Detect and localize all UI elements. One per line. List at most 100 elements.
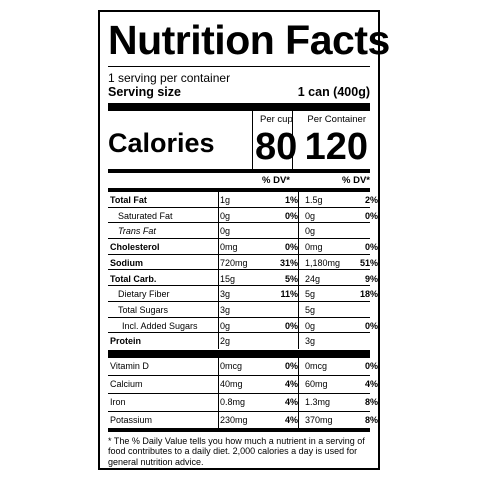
amount-per-cup: 0.8mg [220,397,246,407]
dv-header-col2: % DV* [342,175,370,186]
amount-per-container: 5g [305,289,316,300]
row-divider [108,411,370,412]
nutrient-name: Dietary Fiber [118,289,170,300]
amount-per-cup: 3g [220,289,231,300]
calories-col2: 120 [304,126,368,168]
nutrient-row: Total Sugars 3g 5g [108,302,370,318]
nutrient-row: Vitamin D 0mcg 0% 0mcg 0% [108,358,378,376]
amount-per-container: 60mg [305,379,328,389]
nutrient-row: Trans Fat 0g 0g [108,223,370,240]
nutrient-name: Total Fat [110,195,147,205]
dv-per-container: 4% [364,379,378,389]
dv-per-cup: 5% [284,273,298,284]
amount-per-cup: 0g [220,320,231,331]
row-divider [108,206,370,208]
servings-per-container: 1 serving per container [108,71,231,85]
amount-per-cup: 0g [220,210,231,221]
row-divider [108,393,370,394]
amount-per-container: 5g [305,304,316,315]
calories-col1: 80 [255,126,298,168]
nutrient-row: Potassium 230mg 4% 370mg 8% [108,412,378,430]
nutrient-name: Total Sugars [118,304,169,315]
calories-label: Calories [108,128,215,158]
dv-per-cup: 0% [284,361,298,371]
nutrient-name: Total Carb. [110,273,157,284]
dv-per-container: 2% [364,195,378,205]
grid-line [298,192,299,349]
column-divider [252,111,253,173]
dv-per-container: 0% [364,242,378,253]
nutrient-name: Calcium [110,379,143,389]
amount-per-container: 0g [305,210,316,221]
serving-size-value: 1 can (400g) [297,85,370,99]
dv-per-container: 8% [364,397,378,407]
divider-thick [108,350,370,358]
dv-per-cup: 4% [284,415,298,425]
footnote: * The % Daily Value tells you how much a… [108,436,365,467]
divider-medium [108,169,370,173]
nutrient-name: Potassium [110,415,153,425]
row-divider [108,238,370,240]
amount-per-container: 1,180mg [305,257,341,268]
dv-per-cup: 4% [284,379,298,389]
dv-per-container: 18% [359,289,378,300]
amount-per-container: 0g [305,320,316,331]
divider-thick [108,103,370,111]
amount-per-container: 370mg [305,415,333,425]
nutrient-name: Iron [110,397,126,407]
amount-per-container: 24g [305,273,321,284]
nutrient-name: Protein [110,336,142,347]
row-divider [108,269,370,271]
nutrient-row: Incl. Added Sugars 0g 0% 0g 0% [108,318,378,334]
nutrient-row: Saturated Fat 0g 0% 0g 0% [108,208,378,224]
dv-per-cup: 0% [284,242,298,253]
col2-header: Per Container [307,114,366,125]
amount-per-cup: 1g [220,195,231,205]
amount-per-cup: 0g [220,226,231,237]
nutrient-row: Total Carb. 15g 5% 24g 9% [108,271,378,287]
dv-per-container: 0% [364,320,378,331]
amount-per-cup: 40mg [220,379,243,389]
amount-per-container: 1.3mg [305,397,331,407]
nutrient-row: Iron 0.8mg 4% 1.3mg 8% [108,394,378,412]
column-divider [292,111,293,173]
grid-line [298,358,299,430]
nutrient-row: Sodium 720mg 31% 1,180mg 51% [108,255,378,271]
row-divider [108,332,370,334]
nutrient-row: Protein 2g 3g [108,333,370,349]
col1-header: Per cup [260,114,293,125]
row-divider [108,222,370,224]
dv-per-cup: 0% [284,210,298,221]
amount-per-container: 0mcg [305,361,328,371]
row-divider [108,375,370,376]
row-divider [108,300,370,302]
nutrition-facts-label: Nutrition Facts 1 serving per container … [98,10,390,470]
dv-per-cup: 0% [284,320,298,331]
serving-size-label: Serving size [108,85,181,99]
dv-per-container: 0% [364,361,378,371]
nutrient-row: Dietary Fiber 3g 11% 5g 18% [108,286,378,302]
dv-per-container: 9% [364,273,378,284]
dv-per-container: 0% [364,210,378,221]
nutrient-row: Calcium 40mg 4% 60mg 4% [108,376,378,394]
divider [108,66,370,67]
amount-per-container: 3g [305,336,316,347]
nutrient-name: Trans Fat [118,226,156,237]
row-divider [108,316,370,318]
nutrient-name: Sodium [110,257,143,268]
dv-per-cup: 31% [279,257,298,268]
dv-per-cup: 1% [284,195,298,205]
divider-medium [108,428,370,432]
amount-per-cup: 0mg [220,242,238,253]
row-divider [108,285,370,287]
dv-header-col1: % DV* [262,175,290,186]
label-title: Nutrition Facts [108,17,390,63]
amount-per-cup: 15g [220,273,236,284]
nutrient-row: Total Fat 1g 1% 1.5g 2% [108,192,378,208]
dv-per-container: 51% [359,257,378,268]
nutrient-name: Incl. Added Sugars [122,320,198,331]
nutrient-name: Saturated Fat [118,210,173,221]
amount-per-cup: 230mg [220,415,248,425]
amount-per-cup: 0mcg [220,361,243,371]
nutrient-name: Vitamin D [110,361,149,371]
